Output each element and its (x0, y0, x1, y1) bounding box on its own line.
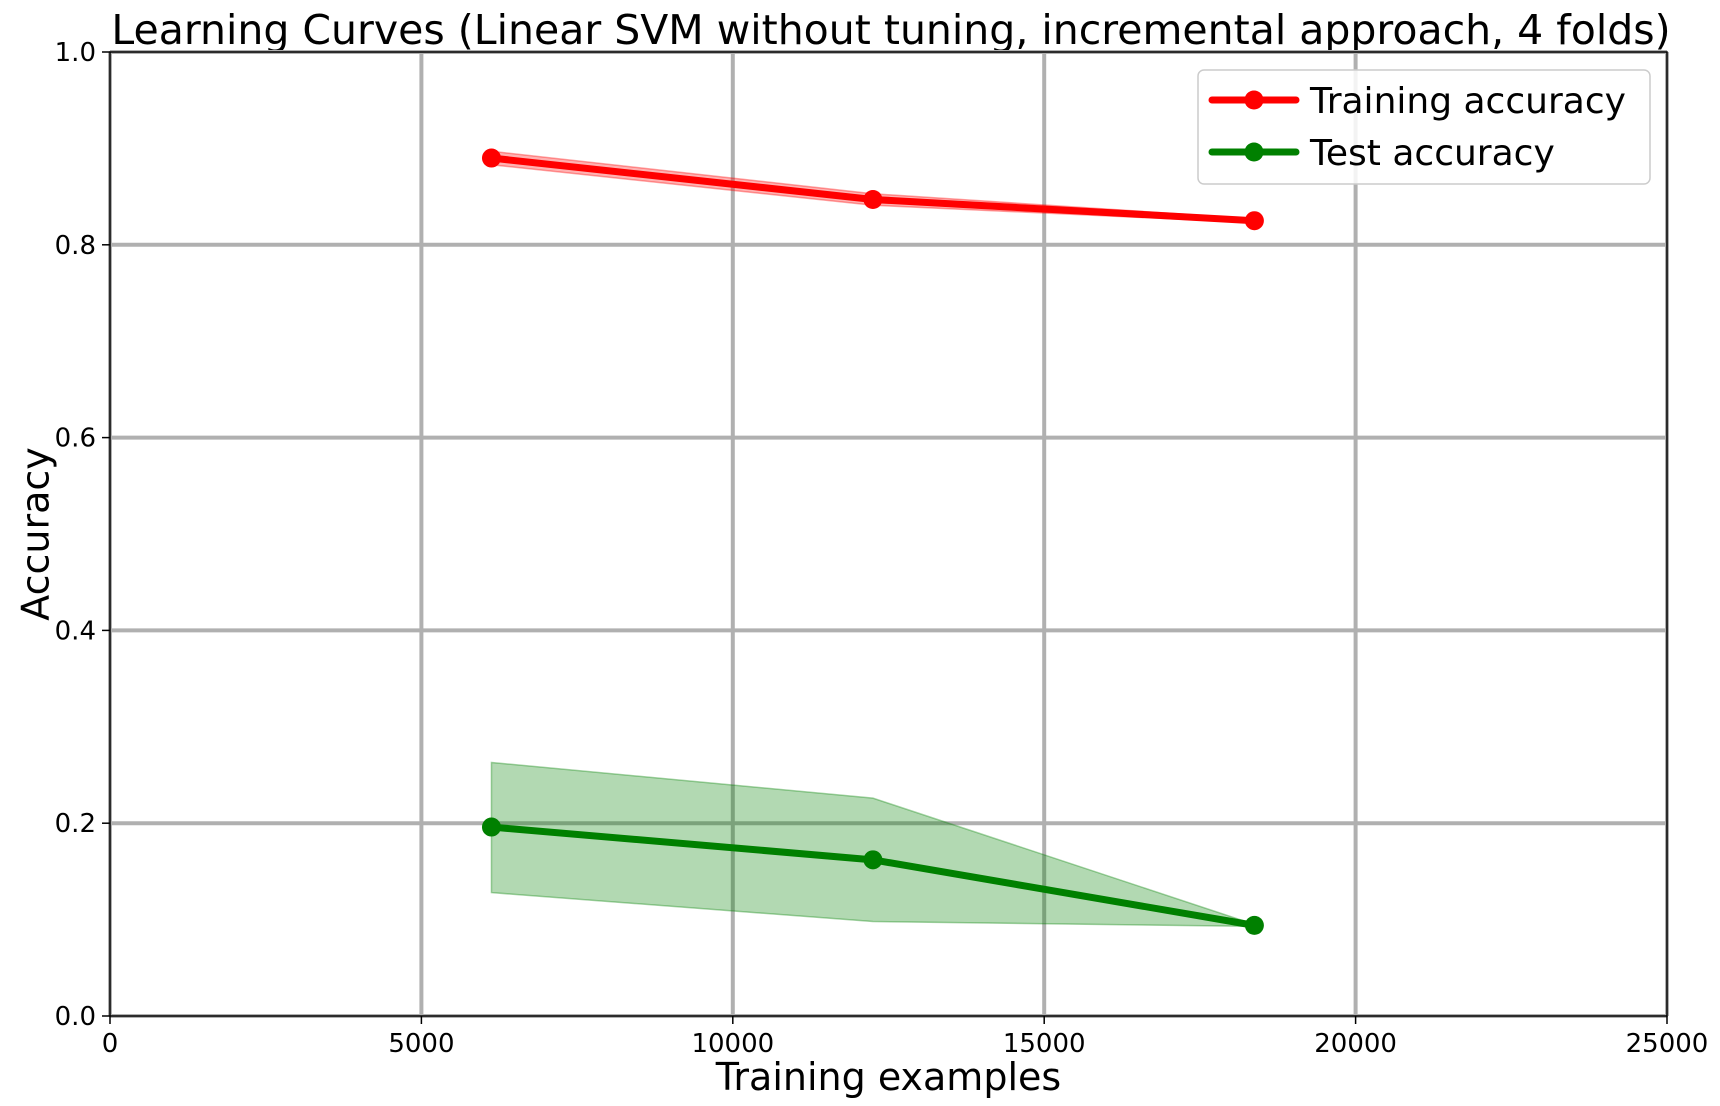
x-tick-label: 5000 (388, 1029, 454, 1059)
x-tick-label: 25000 (1626, 1029, 1709, 1059)
point-series-0 (1244, 211, 1264, 231)
legend-label-0: Training accuracy (1309, 81, 1626, 122)
legend: Training accuracy Test accuracy (1197, 69, 1651, 185)
point-series-1 (481, 817, 501, 837)
series-lines (481, 148, 1264, 935)
plot-frame (109, 51, 1668, 1017)
chart-title: Learning Curves (Linear SVM without tuni… (111, 6, 1670, 54)
y-axis-ticks: 0.0 0.2 0.4 0.6 0.8 1.0 (55, 38, 110, 1032)
legend-marker-0 (1244, 90, 1264, 110)
y-tick-label: 0.0 (55, 1002, 96, 1032)
y-axis-label: Accuracy (14, 447, 58, 621)
legend-label-1: Test accuracy (1309, 133, 1555, 174)
legend-marker-1 (1244, 142, 1264, 162)
x-tick-label: 0 (102, 1029, 119, 1059)
point-series-1 (1244, 915, 1264, 935)
x-tick-label: 15000 (1003, 1029, 1086, 1059)
x-axis-label: Training examples (715, 1055, 1061, 1099)
plot-background (110, 52, 1667, 1016)
point-series-0 (481, 148, 501, 168)
plot-area (108, 50, 1669, 1018)
x-axis-ticks: 0 5000 10000 15000 20000 25000 (102, 1016, 1709, 1059)
y-tick-label: 0.4 (55, 616, 96, 646)
point-series-1 (863, 850, 883, 870)
legend-frame (1197, 69, 1651, 185)
y-tick-label: 0.2 (55, 809, 96, 839)
y-tick-label: 1.0 (55, 38, 96, 68)
x-tick-label: 20000 (1314, 1029, 1397, 1059)
y-tick-label: 0.8 (55, 231, 96, 261)
y-tick-label: 0.6 (55, 424, 96, 454)
x-tick-label: 10000 (691, 1029, 774, 1059)
point-series-0 (863, 189, 883, 209)
